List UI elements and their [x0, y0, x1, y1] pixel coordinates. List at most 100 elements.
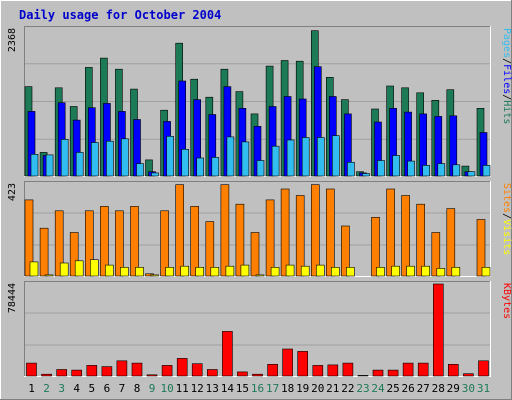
bar-kbytes-day-5 [86, 365, 98, 377]
chart-title: Daily usage for October 2004 [19, 8, 221, 22]
bar-kbytes-day-25 [387, 369, 399, 377]
bar-sites-day-25 [391, 265, 400, 277]
bar-visits-day-2 [39, 227, 49, 277]
bar-sites-day-27 [421, 265, 431, 277]
x-tick-label: 10 [160, 382, 173, 395]
bar-visits-day-10 [160, 210, 169, 277]
bar-sites-day-17 [270, 266, 280, 277]
bar-sites-day-14 [225, 265, 235, 277]
legend-item: / [501, 94, 512, 100]
legend-item: Visits [501, 219, 512, 255]
bar-kbytes-day-31 [478, 360, 489, 377]
panel-kbytes: 78444 KBytes [7, 281, 512, 377]
x-tick-label: 2 [43, 382, 50, 395]
bar-visits-day-11 [175, 184, 184, 277]
x-tick-label: 27 [417, 382, 430, 395]
bar-pages-day-18 [286, 139, 295, 177]
x-tick-label: 23 [356, 382, 369, 395]
y-max-label: 423 [7, 183, 18, 201]
x-tick-label: 4 [73, 382, 80, 395]
bar-visits-day-28 [431, 232, 441, 277]
legend-hits-files-pages: Pages/Files/Hits [501, 28, 512, 124]
bar-kbytes-day-23 [357, 375, 369, 377]
bar-sites-day-2 [44, 274, 54, 277]
bar-sites-day-9 [150, 274, 159, 277]
bar-visits-day-7 [115, 210, 124, 277]
bar-sites-day-21 [330, 266, 340, 277]
bar-visits-day-27 [416, 203, 426, 277]
bar-sites-day-18 [285, 264, 295, 277]
bar-pages-day-26 [407, 160, 415, 177]
legend-item: Files [501, 64, 512, 94]
x-tick-label: 25 [386, 382, 399, 395]
y-max-label: 2368 [7, 28, 18, 52]
bar-visits-day-1 [24, 199, 34, 277]
bar-visits-day-16 [250, 232, 260, 277]
bar-sites-day-20 [315, 264, 325, 277]
bar-sites-day-16 [255, 274, 265, 277]
bar-kbytes-day-21 [327, 364, 339, 377]
bar-pages-day-22 [347, 162, 355, 177]
bar-sites-day-29 [451, 266, 461, 277]
x-tick-label: 20 [311, 382, 324, 395]
plot-area [24, 281, 491, 377]
bar-kbytes-day-20 [312, 365, 324, 377]
bar-visits-day-5 [85, 210, 94, 277]
x-tick-label: 3 [58, 382, 65, 395]
legend-item: KBytes [501, 283, 512, 319]
legend-item: Hits [501, 100, 512, 124]
bar-kbytes-day-8 [131, 362, 143, 377]
x-tick-label: 21 [326, 382, 339, 395]
bar-visits-day-21 [325, 188, 335, 277]
bar-pages-day-6 [106, 140, 114, 177]
bar-pages-day-21 [331, 135, 340, 177]
legend-visits-sites: Sites/Visits [501, 183, 512, 255]
bar-sites-day-5 [90, 259, 99, 277]
x-tick-label: 17 [266, 382, 279, 395]
bar-kbytes-day-18 [282, 348, 293, 377]
x-tick-label: 18 [281, 382, 294, 395]
bar-kbytes-day-27 [417, 362, 429, 377]
x-tick-label: 26 [401, 382, 414, 395]
bar-kbytes-day-7 [116, 360, 128, 377]
bar-pages-day-16 [256, 160, 265, 177]
bar-visits-day-14 [220, 184, 230, 277]
legend-item: / [501, 58, 512, 64]
x-tick-label: 19 [296, 382, 309, 395]
x-tick-label: 28 [432, 382, 445, 395]
bar-pages-day-29 [452, 164, 461, 177]
bar-pages-day-7 [121, 138, 129, 177]
bar-pages-day-4 [75, 152, 84, 177]
bar-sites-day-8 [135, 266, 144, 277]
bar-visits-day-13 [205, 221, 215, 277]
x-tick-label: 9 [149, 382, 156, 395]
bar-pages-day-14 [226, 136, 235, 177]
x-tick-label: 15 [236, 382, 249, 395]
bar-pages-day-10 [166, 136, 174, 177]
bar-visits-day-8 [130, 206, 139, 277]
bar-sites-day-12 [195, 266, 204, 277]
bar-kbytes-day-22 [342, 362, 354, 377]
bar-kbytes-day-12 [191, 363, 203, 377]
x-tick-label: 16 [251, 382, 264, 395]
bar-pages-day-9 [151, 172, 159, 177]
bar-sites-day-28 [436, 268, 446, 277]
bar-sites-day-7 [120, 266, 129, 277]
bar-visits-day-24 [371, 217, 380, 277]
bar-pages-day-28 [437, 163, 446, 177]
bar-kbytes-day-11 [176, 358, 188, 377]
bar-sites-day-31 [481, 266, 491, 277]
x-tick-label: 7 [119, 382, 126, 395]
bar-sites-day-13 [210, 266, 220, 277]
bar-sites-day-6 [105, 264, 114, 277]
bar-pages-day-25 [392, 155, 400, 177]
bar-visits-day-26 [401, 195, 410, 277]
x-tick-label: 11 [176, 382, 189, 395]
x-tick-label: 1 [28, 382, 35, 395]
bar-kbytes-day-2 [41, 373, 52, 377]
bar-visits-day-3 [54, 210, 64, 277]
bar-kbytes-day-3 [56, 369, 68, 377]
bar-sites-day-24 [376, 266, 385, 277]
bar-kbytes-day-28 [432, 283, 444, 377]
